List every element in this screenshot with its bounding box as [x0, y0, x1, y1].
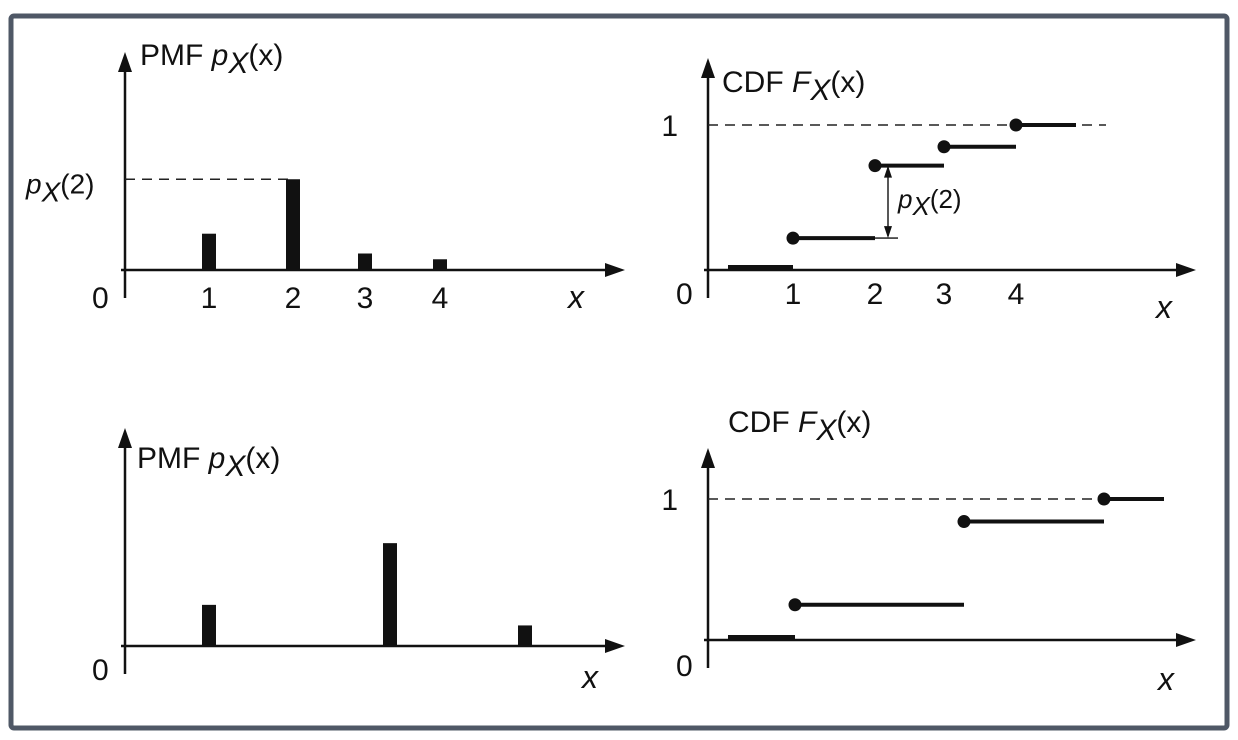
x-axis-label: x	[1154, 289, 1173, 325]
label-sub: X	[911, 191, 931, 221]
label-sub: X	[224, 450, 246, 483]
cdf-step-dot	[1009, 118, 1023, 132]
x-tick-label: 4	[1008, 278, 1025, 311]
origin-label: 0	[92, 282, 109, 315]
cdf-step-dot	[937, 140, 951, 154]
y-axis-arrowhead	[118, 428, 132, 448]
cdf-step-dot	[1097, 492, 1111, 506]
bar	[286, 179, 300, 270]
x-axis-label: x	[566, 279, 585, 315]
bar	[358, 253, 372, 270]
x-tick-label: 4	[432, 282, 449, 315]
label-sub: X	[227, 47, 249, 80]
x-axis-arrowhead	[1176, 633, 1196, 647]
x-axis-label: x	[1156, 661, 1175, 697]
chart-title: PMF pX(x)	[137, 442, 280, 483]
x-tick-label: 3	[936, 278, 953, 311]
chart-title: CDF FX(x)	[722, 66, 865, 107]
origin-label: 0	[92, 654, 109, 687]
jump-arrow-head-top	[884, 165, 892, 178]
jump-arrow-head-bottom	[884, 226, 892, 239]
label-prefix: CDF	[722, 66, 792, 99]
label-func: p	[211, 39, 229, 72]
y-axis-arrowhead	[701, 58, 715, 78]
label-arg: (2)	[60, 168, 94, 199]
cdf-step-dot	[868, 159, 882, 173]
figure-frame	[8, 13, 1230, 731]
label-func: F	[798, 406, 818, 439]
label-arg: (x)	[245, 442, 280, 475]
cdf-step-dot	[786, 231, 800, 245]
chart-panel-bottom-right: 0 x CDF FX(x) 1	[661, 406, 1196, 697]
label-sub: X	[41, 176, 62, 207]
bar	[202, 604, 216, 646]
bar	[433, 259, 447, 270]
x-axis-arrowhead	[605, 263, 625, 277]
origin-label: 0	[676, 650, 693, 683]
x-axis-arrowhead	[605, 639, 625, 653]
chart-panel-bottom-left: 0 x PMF pX(x)	[92, 428, 625, 695]
label-arg: (x)	[830, 66, 865, 99]
label-prefix: PMF	[137, 442, 209, 475]
x-tick-label: 1	[785, 278, 802, 311]
reference-line-label: pX(2)	[25, 168, 95, 207]
chart-title: CDF FX(x)	[728, 406, 871, 447]
label-arg: (x)	[836, 406, 871, 439]
label-prefix: PMF	[140, 39, 212, 72]
y-tick-label: 1	[661, 484, 678, 517]
origin-label: 0	[676, 278, 693, 311]
bar	[383, 543, 397, 646]
cdf-step-dot	[788, 598, 802, 612]
y-axis-arrowhead	[701, 448, 715, 468]
label-sub: X	[809, 74, 831, 107]
x-axis-label: x	[580, 659, 599, 695]
x-tick-label: 2	[285, 282, 302, 315]
x-tick-label: 2	[867, 278, 884, 311]
bar	[202, 233, 216, 270]
label-prefix: CDF	[728, 406, 798, 439]
label-func: p	[208, 442, 226, 475]
x-tick-label: 1	[201, 282, 218, 315]
y-tick-label: 1	[661, 110, 678, 143]
bar	[518, 625, 532, 646]
label-func: F	[792, 66, 812, 99]
chart-title: PMF pX(x)	[140, 39, 283, 80]
label-func: p	[25, 168, 42, 199]
y-axis-arrowhead	[118, 52, 132, 72]
label-arg: (x)	[248, 39, 283, 72]
label-func: p	[897, 184, 912, 214]
x-tick-label: 3	[357, 282, 374, 315]
label-sub: X	[815, 414, 837, 447]
jump-annotation-label: pX(2)	[897, 184, 962, 221]
cdf-step-dot	[957, 515, 971, 529]
x-axis-arrowhead	[1176, 263, 1196, 277]
label-arg: (2)	[930, 184, 962, 214]
